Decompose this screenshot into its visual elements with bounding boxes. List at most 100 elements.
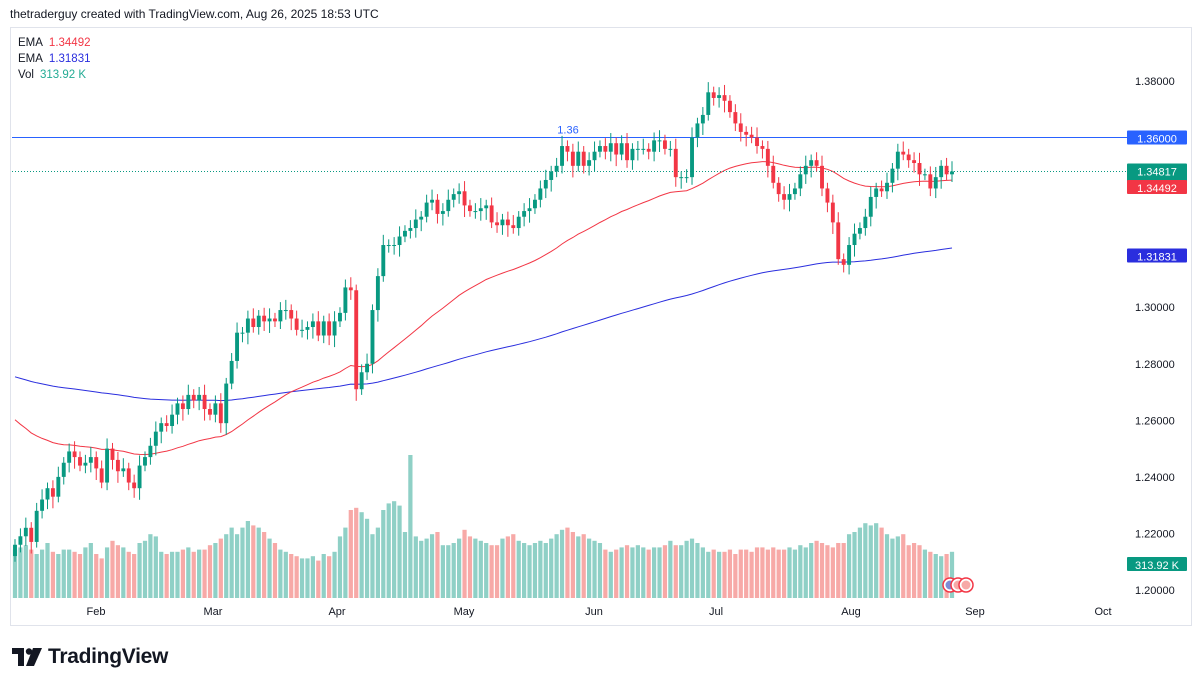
y-tick-label: 1.22000: [1135, 528, 1175, 540]
candle-body: [738, 123, 743, 132]
volume-bar: [245, 521, 251, 598]
y-tick-label: 1.38000: [1135, 76, 1175, 88]
volume-bar: [857, 527, 863, 598]
volume-bar: [846, 534, 852, 598]
tradingview-brand: TradingView: [48, 645, 169, 668]
tradingview-logo[interactable]: TradingView: [12, 645, 168, 669]
volume-bar: [256, 527, 261, 598]
volume-bar: [901, 534, 906, 598]
candle-body: [424, 202, 429, 217]
ema-fast-axis-label-text: 1.34492: [1137, 183, 1177, 195]
volume-bar: [197, 549, 202, 598]
candle-body: [484, 205, 489, 209]
candle-body: [218, 403, 223, 424]
candle-body: [78, 457, 82, 466]
legend-ema-fast[interactable]: EMA 1.34492: [18, 35, 91, 51]
ema-slow-axis-label: 1.31831: [1127, 248, 1187, 263]
candle-body: [733, 112, 738, 124]
candle-body: [879, 188, 884, 192]
candle-body: [213, 403, 218, 415]
volume-bar: [99, 558, 104, 598]
volume-bar: [890, 538, 895, 598]
volume-bar: [700, 547, 705, 598]
volume-bar: [722, 551, 727, 598]
volume-bar: [895, 536, 900, 598]
volume-bar: [511, 534, 516, 598]
volume-bar: [467, 536, 473, 598]
candle-body: [630, 148, 635, 161]
resistance-axis-label-text: 1.36000: [1137, 134, 1177, 146]
volume-bar: [581, 534, 586, 598]
candle-body: [29, 527, 34, 542]
volume-bar: [397, 505, 402, 598]
candle-body: [316, 321, 321, 336]
legend-ema-slow[interactable]: EMA 1.31831: [18, 51, 91, 67]
candle-body: [256, 315, 261, 328]
resistance-axis-label: 1.36000: [1127, 130, 1187, 146]
volume-bar: [587, 538, 592, 598]
candle-body: [83, 462, 88, 466]
volume-bar: [906, 545, 911, 598]
legend-volume[interactable]: Vol 313.92 K: [18, 67, 91, 83]
candle-body: [430, 199, 434, 203]
candle-body: [792, 188, 797, 195]
candle-body: [446, 199, 451, 212]
candle-body: [673, 148, 678, 178]
candle-body: [901, 151, 906, 155]
volume-bar: [67, 549, 72, 598]
volume-bar: [863, 523, 868, 598]
candle-body: [538, 188, 543, 200]
volume-bar: [554, 534, 559, 598]
volume-bar: [110, 540, 115, 598]
candle-body: [549, 171, 554, 180]
volume-bar: [186, 547, 191, 598]
volume-bar: [543, 543, 548, 598]
candle-body: [885, 182, 889, 192]
candle-body: [635, 148, 640, 150]
volume-bar: [121, 547, 126, 598]
volume-bar: [332, 551, 337, 598]
volume-bar: [489, 545, 494, 598]
candle-body: [115, 459, 120, 472]
candle-body: [137, 465, 142, 489]
legend-ema-fast-name: EMA: [18, 37, 43, 49]
candle-body: [765, 148, 770, 166]
volume-bar: [29, 549, 34, 598]
y-tick-label: 1.28000: [1135, 359, 1175, 371]
candle-body: [251, 318, 256, 328]
candle-body: [121, 468, 126, 472]
volume-bar: [56, 554, 61, 598]
volume-bar: [657, 547, 662, 598]
candle-body: [771, 165, 776, 183]
candle-body: [381, 245, 386, 277]
volume-bar: [61, 549, 66, 598]
volume-bar: [781, 549, 787, 598]
candle-body: [386, 245, 391, 247]
candle-body: [522, 211, 527, 217]
volume-bar: [310, 556, 316, 598]
candle-body: [852, 233, 857, 246]
volume-bar: [917, 545, 922, 598]
volume-bar: [603, 549, 608, 598]
candle-body: [473, 211, 478, 213]
candle-body: [197, 394, 202, 401]
volume-bar: [18, 547, 23, 598]
ema-fast-axis-label-bg: [1127, 180, 1187, 195]
candle-body: [722, 95, 727, 101]
candle-body: [533, 199, 537, 209]
volume-bar: [879, 527, 884, 598]
volume-bar: [337, 536, 343, 598]
candle-body: [776, 182, 781, 195]
candle-body: [662, 140, 667, 149]
x-tick-label: Mar: [204, 606, 223, 618]
candle-body: [749, 134, 754, 138]
volume-bar: [207, 545, 213, 598]
volume-bar: [169, 551, 175, 598]
candle-body: [305, 327, 310, 330]
volume-bar: [229, 527, 234, 598]
volume-bar: [549, 538, 554, 598]
candle-body: [229, 360, 234, 384]
volume-bar: [299, 558, 305, 598]
candle-body: [933, 177, 938, 189]
